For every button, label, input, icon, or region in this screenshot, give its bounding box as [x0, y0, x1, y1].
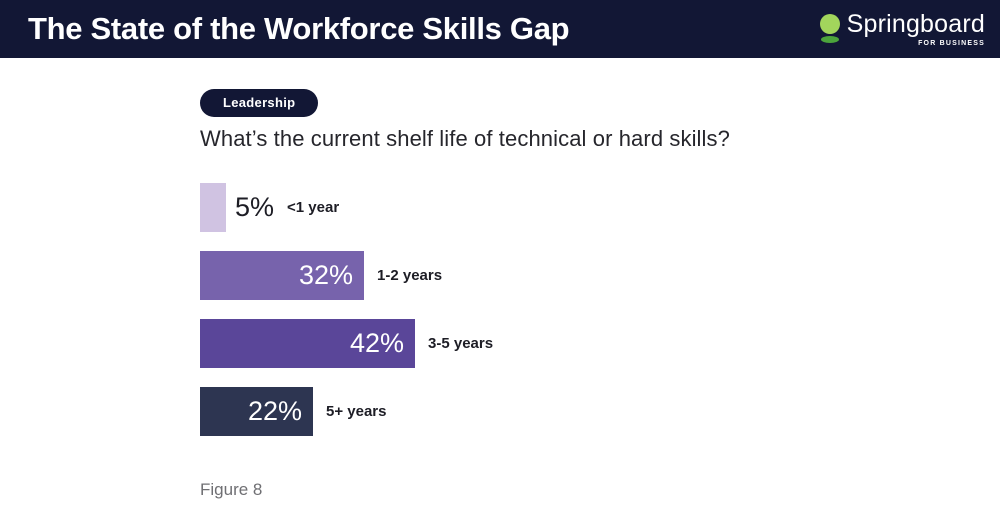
bar-row: 5% <1 year — [200, 183, 493, 232]
brand-logo: Springboard FOR BUSINESS — [819, 9, 985, 47]
bar-category-label: 5+ years — [326, 403, 387, 420]
header-bar: The State of the Workforce Skills Gap Sp… — [0, 0, 1000, 58]
bar-row: 22% 5+ years — [200, 387, 493, 436]
bar-category-label: 1-2 years — [377, 267, 443, 284]
bar-value-label: 42% — [349, 328, 404, 358]
page-title: The State of the Workforce Skills Gap — [28, 11, 570, 46]
leadership-badge: Leadership — [200, 89, 319, 117]
bar-chart: 5% <1 year 32% 1-2 years 42% 3-5 years 22% 5+ y… — [200, 183, 493, 455]
brand-tagline: FOR BUSINESS — [918, 39, 985, 47]
bar-value-label: 5% — [235, 192, 275, 222]
bar-category-label: <1 year — [287, 199, 340, 216]
bar-row: 42% 3-5 years — [200, 319, 493, 368]
brand-text: Springboard FOR BUSINESS — [846, 9, 985, 47]
springboard-ball-icon — [819, 13, 840, 34]
springboard-icon — [819, 13, 840, 43]
bar: 42% — [200, 319, 415, 368]
bar: 22% — [200, 387, 313, 436]
figure-caption: Figure 8 — [200, 480, 263, 499]
bar-value-label: 22% — [247, 396, 302, 426]
chart-question-title: What’s the current shelf life of technic… — [200, 126, 730, 151]
bar-value-label: 32% — [298, 260, 353, 290]
bar: 32% — [200, 251, 364, 300]
brand-name: Springboard — [846, 9, 985, 38]
bar — [200, 183, 226, 232]
bar-row: 32% 1-2 years — [200, 251, 493, 300]
springboard-base-icon — [820, 35, 839, 43]
bar-category-label: 3-5 years — [428, 335, 494, 352]
